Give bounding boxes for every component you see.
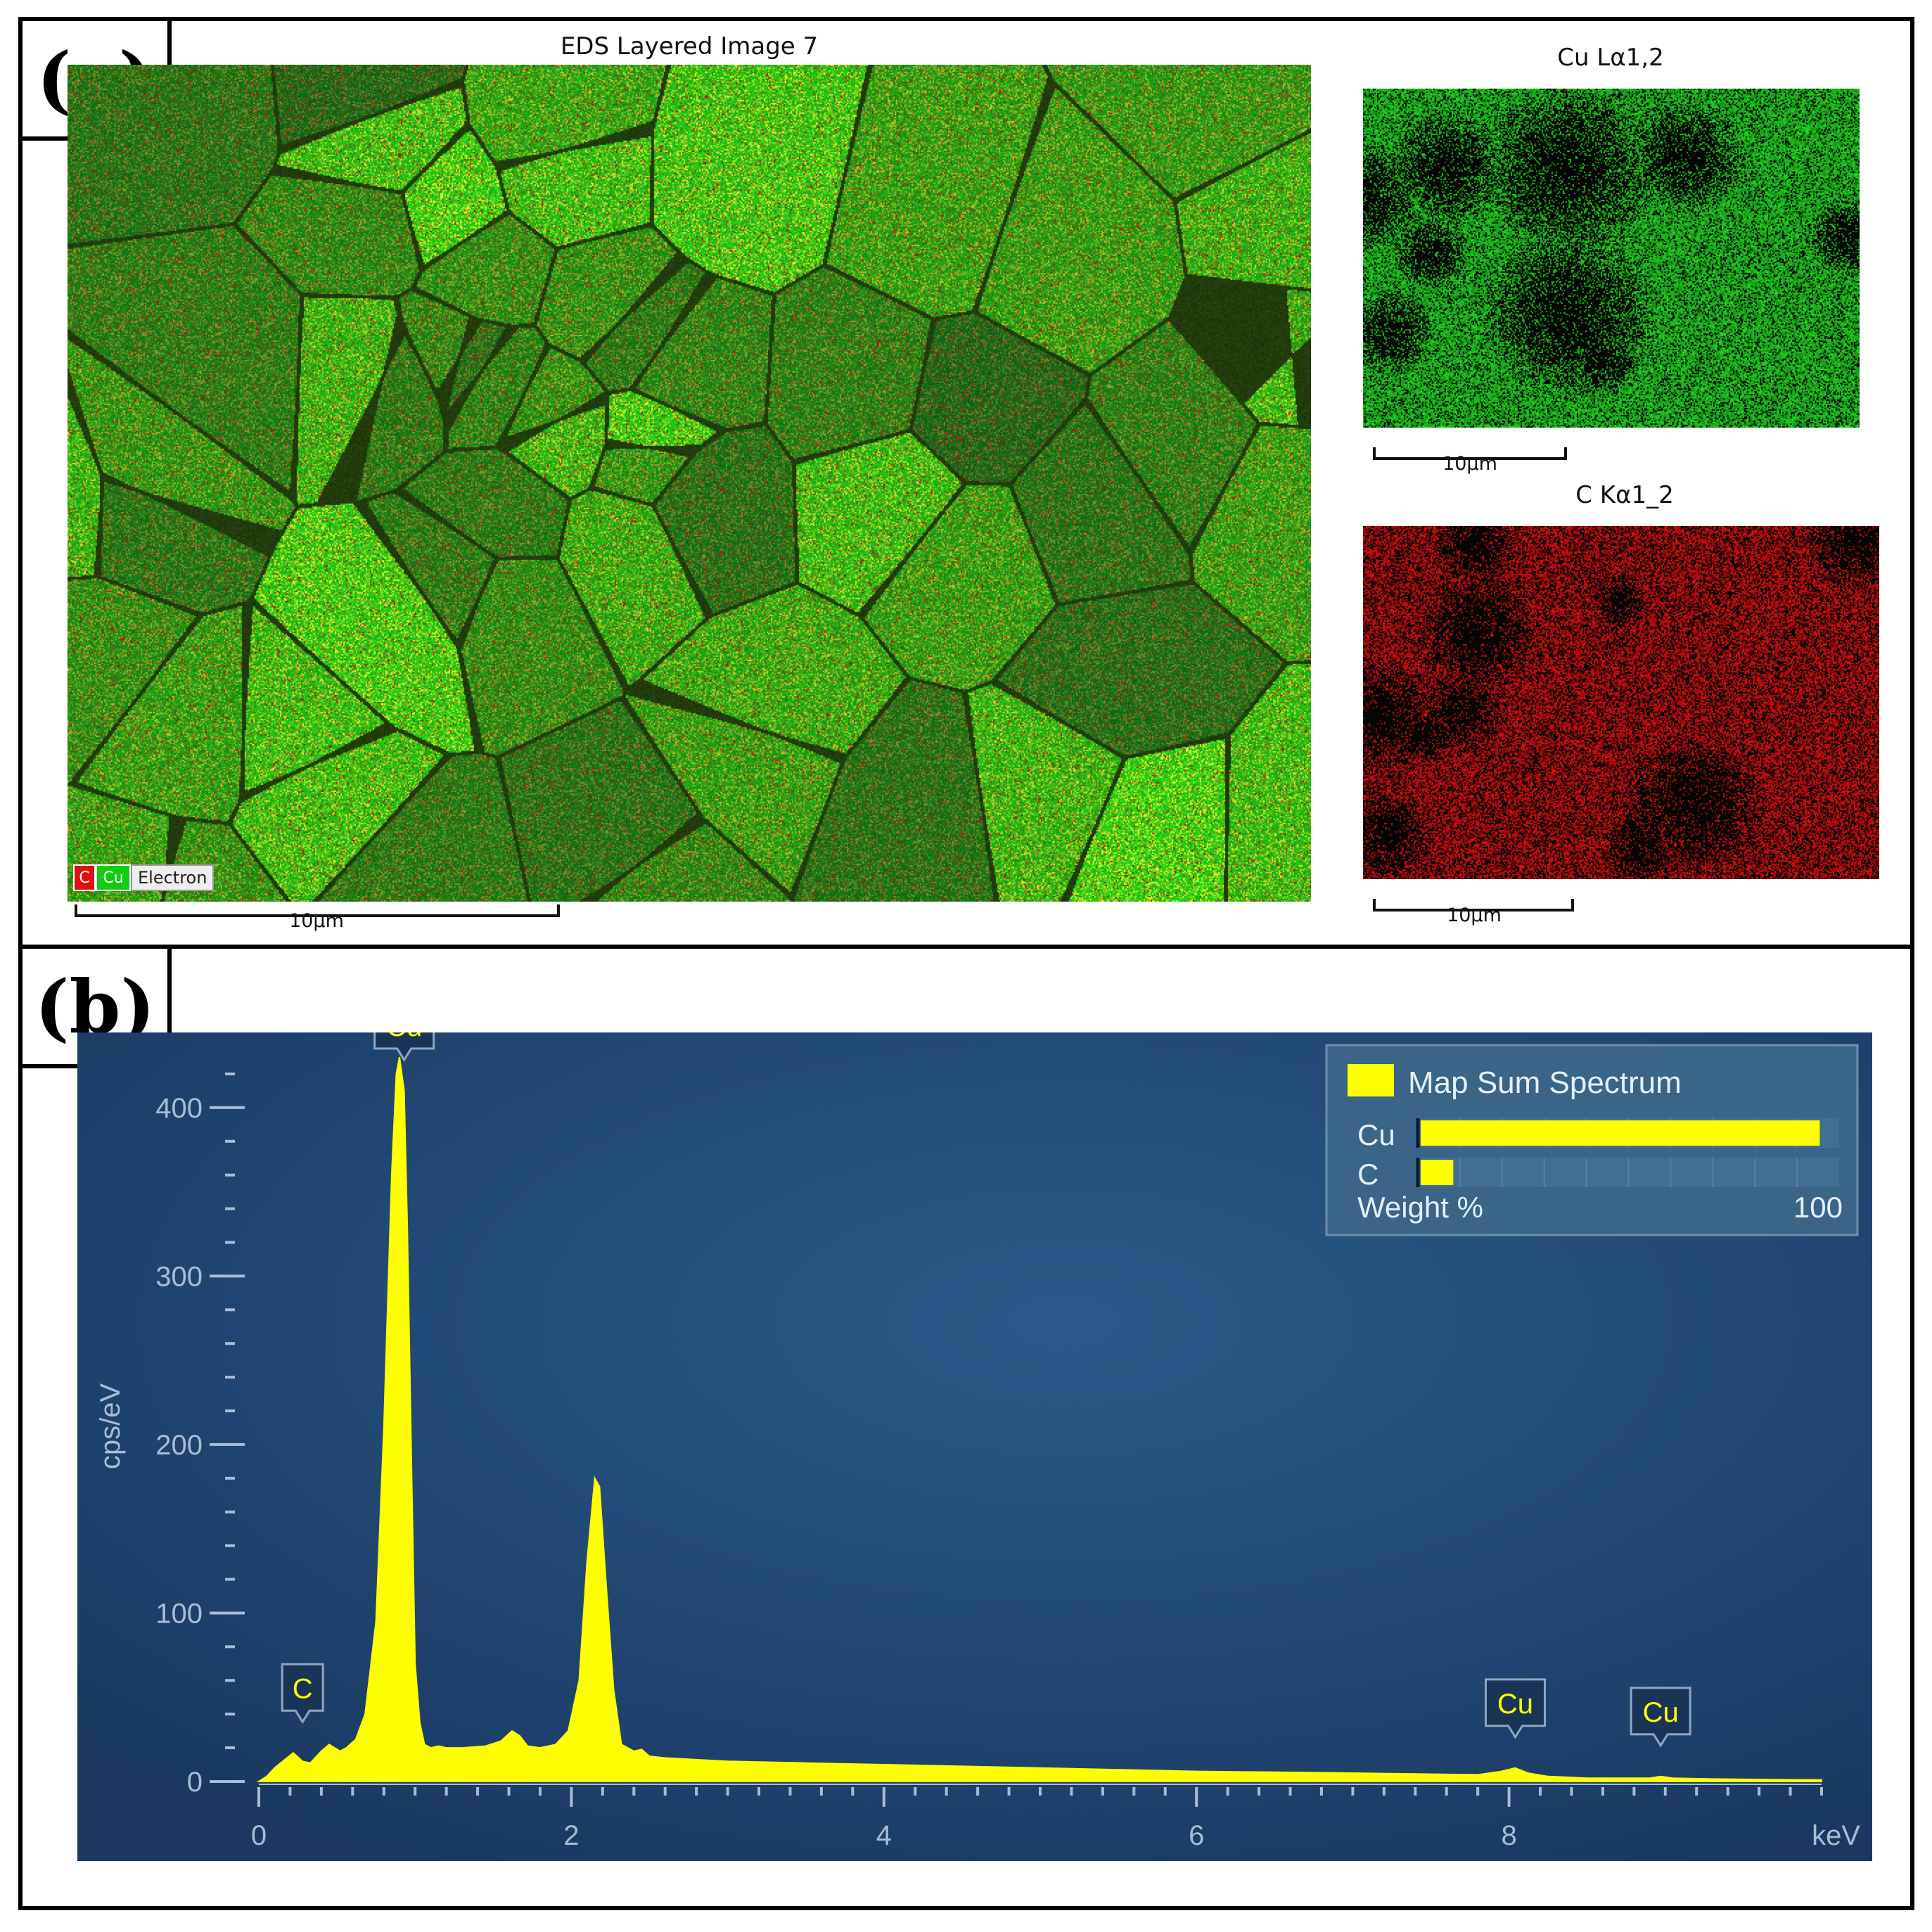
legend-element-label: Cu (1357, 1118, 1395, 1151)
y-axis: 0 100 200 300 400 (155, 1072, 245, 1798)
x-tick-label: 8 (1501, 1820, 1516, 1851)
x-tick-label: 4 (876, 1820, 892, 1851)
legend-element-label: C (1357, 1158, 1378, 1191)
layered-image-title: EDS Layered Image 7 (560, 32, 819, 60)
cu-map-canvas (1363, 89, 1860, 428)
c-map-title: C Kα1_2 (1575, 481, 1674, 509)
legend-axis-label: Weight % (1357, 1191, 1483, 1224)
cu-map-title: Cu Lα1,2 (1557, 44, 1664, 72)
y-tick-label: 200 (155, 1430, 203, 1461)
c-scalebar (1373, 899, 1574, 911)
legend-weight-bar (1421, 1120, 1820, 1146)
cu-element-map (1363, 89, 1860, 428)
spectrum-series-area (256, 1056, 1822, 1782)
c-element-map (1363, 526, 1879, 879)
y-tick-label: 0 (187, 1767, 203, 1798)
x-axis-label: keV (1812, 1820, 1860, 1851)
legend-swatch (1348, 1064, 1394, 1096)
peak-label-box (373, 1032, 435, 1062)
legend-c-swatch: C (73, 864, 96, 891)
x-tick-label: 2 (563, 1820, 579, 1851)
legend-electron-swatch: Electron (131, 864, 215, 891)
peak-label: Cu (1484, 1678, 1546, 1739)
chart-legend: Map Sum Spectrum Cu C Weight % 100 (1325, 1044, 1859, 1236)
peak-label: C (281, 1663, 324, 1725)
y-axis-label: cps/eV (95, 1383, 126, 1470)
peak-label: Cu (1630, 1687, 1691, 1748)
c-map-canvas (1363, 526, 1879, 879)
c-scale-text: 10µm (1447, 904, 1502, 926)
cu-scalebar (1373, 447, 1567, 460)
layer-legend: C Cu Electron (73, 864, 215, 892)
x-tick-label: 0 (251, 1820, 267, 1851)
legend-bars: Cu C (1357, 1118, 1839, 1191)
peak-label-text: Cu (1643, 1697, 1679, 1728)
layered-scalebar (75, 904, 560, 917)
legend-weight-bar (1421, 1160, 1454, 1185)
layered-map-canvas (68, 65, 1311, 902)
eds-spectrum-chart: 0 100 200 300 400 0 2 4 6 8 C Cu Cu Cu cps/eV keV M… (77, 1032, 1872, 1861)
y-tick-label: 400 (155, 1093, 203, 1124)
peak-label-text: Cu (386, 1032, 422, 1042)
peak-label-box (281, 1663, 324, 1725)
x-axis: 0 2 4 6 8 (251, 1784, 1823, 1851)
y-tick-label: 100 (155, 1598, 203, 1629)
peak-label-text: C (293, 1673, 313, 1704)
peak-labels: C Cu Cu Cu (281, 1032, 1691, 1748)
x-tick-label: 6 (1189, 1820, 1204, 1851)
peak-label-text: Cu (1497, 1689, 1533, 1720)
peak-label-box (1484, 1678, 1546, 1739)
y-tick-label: 300 (155, 1261, 203, 1292)
peak-label-box (1630, 1687, 1691, 1748)
legend-axis-max: 100 (1793, 1191, 1843, 1224)
legend-title: Map Sum Spectrum (1408, 1066, 1682, 1100)
cu-scale-text: 10µm (1442, 453, 1497, 475)
peak-label: Cu (373, 1032, 435, 1062)
legend-cu-swatch: Cu (96, 864, 131, 891)
layered-scale-text: 10µm (289, 910, 344, 932)
eds-layered-image (68, 65, 1311, 902)
